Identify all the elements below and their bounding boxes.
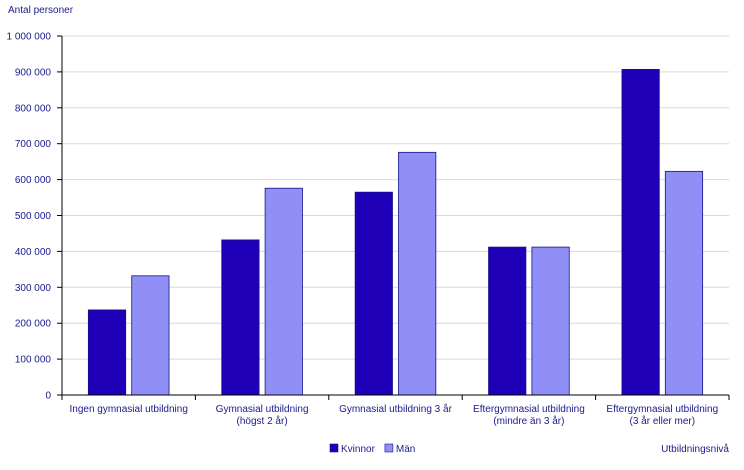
- x-category-label: (3 år eller mer): [630, 415, 696, 427]
- legend-label: Män: [396, 444, 415, 455]
- bars: [87, 68, 704, 396]
- x-category-label: Gymnasial utbildning: [216, 404, 309, 415]
- legend-label: Kvinnor: [341, 444, 376, 455]
- y-axis-title: Antal personer: [8, 5, 74, 16]
- y-tick-label: 700 000: [15, 139, 52, 150]
- x-category-label: Eftergymnasial utbildning: [606, 404, 718, 415]
- y-tick-label: 500 000: [15, 211, 52, 222]
- legend-swatch: [384, 443, 394, 453]
- bar-kvinnor: [488, 246, 527, 396]
- y-tick-label: 0: [45, 391, 51, 402]
- y-tick-label: 400 000: [15, 247, 52, 258]
- x-category-label: Gymnasial utbildning 3 år: [339, 403, 453, 415]
- x-axis-title: Utbildningsnivå: [661, 443, 729, 455]
- bar-kvinnor: [621, 68, 660, 396]
- bar-män: [398, 151, 437, 396]
- legend-swatch: [329, 443, 339, 453]
- x-category-labels: Ingen gymnasial utbildning Gymnasial utbi…: [69, 403, 718, 427]
- y-tick-label: 1 000 000: [7, 32, 52, 43]
- y-tick-labels: 0 100 000 200 000 300 000 400 000 500 000 600 …: [7, 32, 52, 402]
- y-tick-label: 900 000: [15, 67, 52, 78]
- bar-kvinnor: [87, 309, 127, 396]
- bar-kvinnor: [354, 191, 393, 396]
- x-category-label: Ingen gymnasial utbildning: [69, 404, 187, 415]
- y-tick-label: 300 000: [15, 283, 52, 294]
- x-category-label: Eftergymnasial utbildning: [473, 404, 585, 415]
- legend: Kvinnor Män: [329, 443, 415, 455]
- x-category-label: (mindre än 3 år): [493, 415, 564, 427]
- y-tick-label: 100 000: [15, 355, 52, 366]
- bar-kvinnor: [221, 239, 260, 396]
- bar-män: [264, 187, 303, 396]
- y-tick-label: 600 000: [15, 175, 52, 186]
- bar-män: [664, 170, 704, 396]
- bar-män: [531, 246, 570, 396]
- gridlines: [62, 35, 729, 360]
- x-category-label: (högst 2 år): [237, 415, 288, 427]
- y-tick-label: 200 000: [15, 319, 52, 330]
- y-tick-label: 800 000: [15, 103, 52, 114]
- bar-män: [131, 275, 170, 396]
- axes: [57, 35, 730, 400]
